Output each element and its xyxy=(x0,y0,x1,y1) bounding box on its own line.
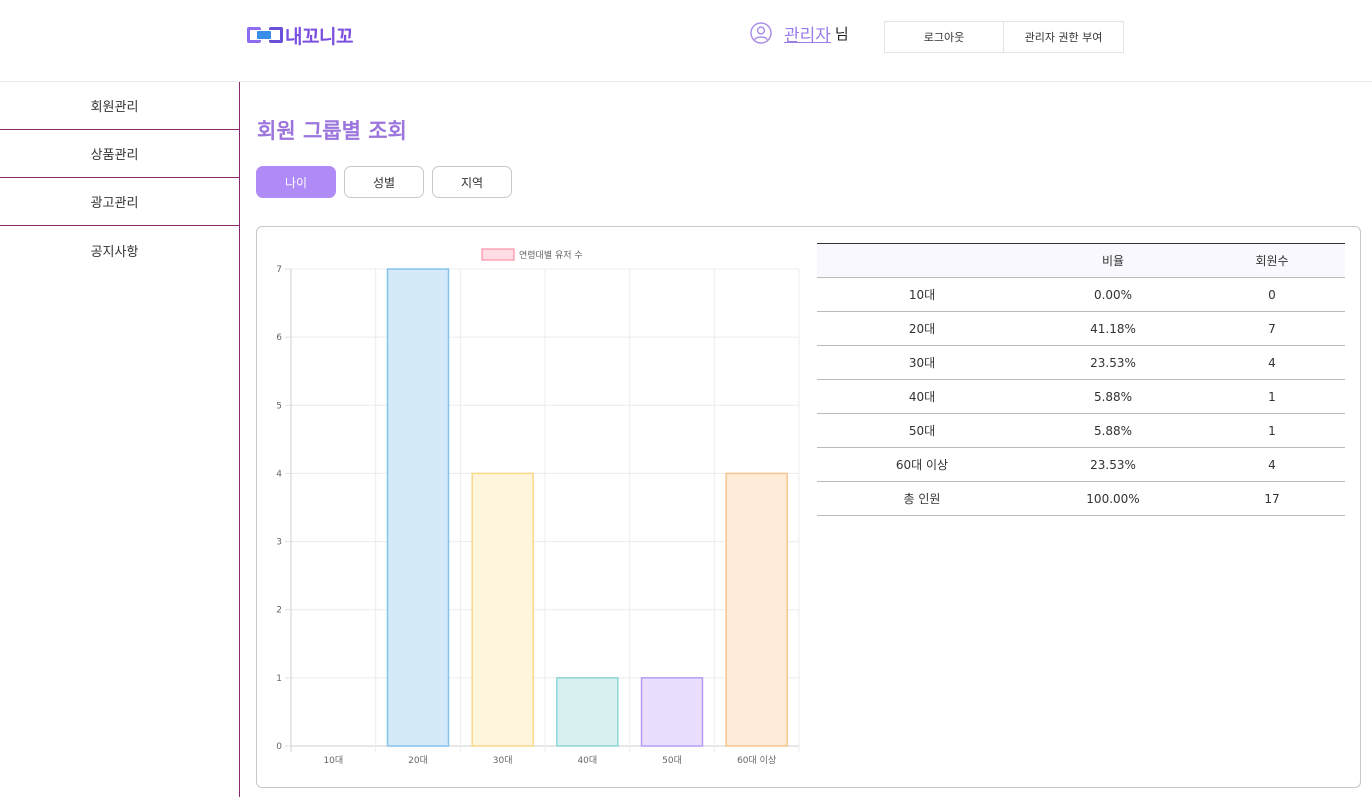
y-tick-label: 3 xyxy=(276,538,282,548)
stats-panel: 0 1 2 3 4 5 6 7 10대 20대 30대 40대 50대 60대 이상 연령대별 유저 수 비… xyxy=(256,226,1361,788)
y-tick-label: 1 xyxy=(276,674,282,684)
sidebar-item-notices[interactable]: 공지사항 xyxy=(90,244,139,260)
logo-mark-icon xyxy=(247,25,283,45)
sidebar-item-products[interactable]: 상품관리 xyxy=(0,130,239,178)
x-tick-label: 10대 xyxy=(323,755,343,766)
tab-age[interactable]: 나이 xyxy=(256,166,336,198)
legend-label: 연령대별 유저 수 xyxy=(519,249,583,261)
header-buttons: 로그아웃 관리자 권한 부여 xyxy=(884,21,1124,53)
y-tick-label: 2 xyxy=(276,606,282,616)
y-tick-label: 0 xyxy=(276,742,282,752)
bar-2 xyxy=(386,268,450,747)
table-cell-category: 40대 xyxy=(817,379,1027,414)
sidebar-item-members[interactable]: 회원관리 xyxy=(0,82,239,130)
table-cell-ratio: 23.53% xyxy=(1027,447,1199,482)
bar-4 xyxy=(556,677,619,747)
sidebar-item-ads[interactable]: 광고관리 xyxy=(0,178,239,226)
table-cell-count: 0 xyxy=(1199,277,1345,312)
table-cell-category: 10대 xyxy=(817,277,1027,312)
grant-admin-button[interactable]: 관리자 권한 부여 xyxy=(1004,21,1124,53)
user-suffix: 님 xyxy=(834,24,849,43)
table-cell-count: 17 xyxy=(1199,481,1345,516)
table-header-ratio: 비율 xyxy=(1101,254,1125,268)
table-cell-ratio: 0.00% xyxy=(1027,277,1199,312)
x-tick-label: 20대 xyxy=(408,755,428,766)
sidebar: 회원관리 상품관리 광고관리 공지사항 xyxy=(0,82,240,797)
table-header-count: 회원수 xyxy=(1255,254,1289,268)
chart-svg: 0 1 2 3 4 5 6 7 10대 20대 30대 40대 50대 60대 이상 연령대별 유저 수 xyxy=(276,248,800,766)
table-row: 10대 0.00% 0 xyxy=(817,277,1345,312)
stats-table: 비율 회원수 10대 0.00% 0 20대 41.18% 7 30대 23.5… xyxy=(817,243,1345,516)
table-row: 20대 41.18% 7 xyxy=(817,311,1345,346)
tab-region[interactable]: 지역 xyxy=(432,166,512,198)
bar-6 xyxy=(725,472,788,747)
y-tick-label: 7 xyxy=(276,265,282,275)
table-cell-count: 4 xyxy=(1199,345,1345,380)
x-tick-label: 40대 xyxy=(577,755,597,766)
user-name-link[interactable]: 관리자 xyxy=(784,25,831,46)
table-row: 50대 5.88% 1 xyxy=(817,413,1345,448)
user-area: 관리자 님 xyxy=(750,20,849,46)
table-cell-category: 60대 이상 xyxy=(817,447,1027,482)
table-row: 30대 23.53% 4 xyxy=(817,345,1345,380)
header: 내꼬니꼬 관리자 님 로그아웃 관리자 권한 부여 xyxy=(0,0,1372,82)
table-cell-count: 1 xyxy=(1199,413,1345,448)
table-cell-ratio: 5.88% xyxy=(1027,379,1199,414)
logout-button[interactable]: 로그아웃 xyxy=(884,21,1004,53)
user-circle-icon xyxy=(750,22,772,44)
x-tick-label: 60대 이상 xyxy=(737,755,776,766)
table-row: 40대 5.88% 1 xyxy=(817,379,1345,414)
x-tick-label: 50대 xyxy=(662,755,682,766)
table-header-category xyxy=(817,244,1027,278)
table-cell-ratio: 100.00% xyxy=(1027,481,1199,516)
table-row: 60대 이상 23.53% 4 xyxy=(817,447,1345,482)
y-tick-label: 4 xyxy=(276,469,282,479)
y-tick-label: 6 xyxy=(276,333,282,343)
bar-3 xyxy=(471,472,534,747)
table-cell-ratio: 41.18% xyxy=(1027,311,1199,346)
page-title: 회원 그룹별 조회 xyxy=(257,119,407,143)
logo[interactable]: 내꼬니꼬 xyxy=(247,22,353,48)
x-tick-label: 30대 xyxy=(493,755,513,766)
bar-5 xyxy=(640,677,704,747)
age-bar-chart: 0 1 2 3 4 5 6 7 10대 20대 30대 40대 50대 60대 이상 연령대별 유저 수 xyxy=(257,227,817,787)
table-header-row: 비율 회원수 xyxy=(817,243,1345,278)
y-tick-label: 5 xyxy=(276,401,282,411)
table-cell-category: 20대 xyxy=(817,311,1027,346)
table-cell-count: 4 xyxy=(1199,447,1345,482)
table-cell-category: 30대 xyxy=(817,345,1027,380)
table-cell-ratio: 23.53% xyxy=(1027,345,1199,380)
table-cell-category: 총 인원 xyxy=(817,481,1027,516)
table-cell-category: 50대 xyxy=(817,413,1027,448)
table-cell-count: 7 xyxy=(1199,311,1345,346)
legend-swatch xyxy=(481,248,515,261)
group-tabs: 나이 성별 지역 xyxy=(256,166,512,198)
table-row-total: 총 인원 100.00% 17 xyxy=(817,481,1345,516)
tab-gender[interactable]: 성별 xyxy=(344,166,424,198)
logo-text: 내꼬니꼬 xyxy=(285,25,353,48)
table-cell-count: 1 xyxy=(1199,379,1345,414)
table-cell-ratio: 5.88% xyxy=(1027,413,1199,448)
